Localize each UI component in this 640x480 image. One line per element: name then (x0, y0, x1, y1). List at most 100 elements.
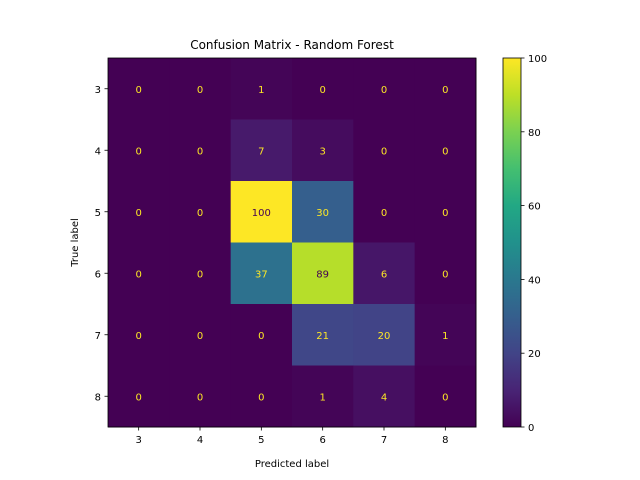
cell-value-label: 0 (258, 392, 264, 403)
cell-value-label: 37 (255, 269, 268, 280)
colorbar-tick-label: 80 (528, 128, 541, 139)
x-tick-label: 6 (319, 435, 325, 446)
x-axis-label: Predicted label (255, 459, 329, 470)
heatmap-cell (108, 181, 170, 243)
cell-value-label: 89 (316, 269, 329, 280)
heatmap-cell (292, 304, 354, 366)
heatmap-cell (353, 242, 416, 305)
heatmap-cell (414, 181, 477, 243)
heatmap-cell (169, 304, 232, 366)
cell-value-label: 0 (197, 208, 203, 219)
plot-frame (107, 57, 477, 428)
cell-value-label: 0 (135, 331, 141, 342)
heatmap-cell (292, 119, 354, 182)
cell-value-label: 1 (319, 392, 325, 403)
heatmap-cell (292, 58, 354, 120)
colorbar-tick-label: 60 (528, 202, 541, 213)
heatmap-cell (108, 58, 170, 120)
heatmap-cell (230, 304, 293, 366)
heatmap-cell (108, 304, 170, 366)
y-tick-label: 4 (95, 146, 101, 157)
cell-value-label: 21 (316, 331, 329, 342)
cell-value-label: 0 (381, 208, 387, 219)
cell-value-labels: 0 0 1 0 0 00 0 7 3 0 00 0 100 30 0 00 0 37 89 6 00 0 0 21 20 10 0 0… (135, 85, 448, 404)
cell-value-label: 0 (381, 146, 387, 157)
cell-value-label: 0 (197, 85, 203, 96)
cell-value-label: 0 (442, 208, 448, 219)
heatmap-cell (353, 304, 416, 366)
heatmap-cell (292, 242, 354, 305)
heatmap-cell (169, 181, 232, 243)
cell-value-label: 0 (135, 392, 141, 403)
cell-value-label: 4 (381, 392, 387, 403)
y-tick-label: 8 (95, 392, 101, 403)
heatmap-cell (169, 58, 232, 120)
heatmap-cell (353, 181, 416, 243)
cell-value-label: 100 (252, 208, 271, 219)
heatmap-cell (169, 119, 232, 182)
heatmap-cell (414, 365, 477, 428)
heatmap-cell (108, 242, 170, 305)
colorbar-tick-label: 0 (528, 423, 534, 434)
cell-value-label: 20 (378, 331, 391, 342)
cell-value-label: 0 (442, 392, 448, 403)
x-tick-label: 4 (197, 435, 203, 446)
y-tick-label: 7 (95, 331, 101, 342)
x-tick-label: 7 (381, 435, 387, 446)
cell-value-label: 0 (319, 85, 325, 96)
cell-value-label: 0 (135, 208, 141, 219)
colorbar-tick-label: 20 (528, 349, 541, 360)
cell-value-label: 0 (197, 392, 203, 403)
cell-value-label: 0 (442, 146, 448, 157)
x-tick-label: 3 (135, 435, 141, 446)
heatmap-cell (414, 304, 477, 366)
x-tick-label: 5 (258, 435, 264, 446)
cell-value-label: 1 (442, 331, 448, 342)
colorbar-ticks: 0 20 40 60 80 100 (521, 54, 547, 434)
heatmap-cell (414, 242, 477, 305)
chart-title: Confusion Matrix - Random Forest (190, 38, 394, 52)
x-tick-label: 8 (442, 435, 448, 446)
heatmap-cell (292, 365, 354, 428)
heatmap-cell (353, 119, 416, 182)
cell-value-label: 0 (442, 269, 448, 280)
heatmap-cell (414, 119, 477, 182)
cell-value-label: 6 (381, 269, 387, 280)
heatmap-cell (414, 58, 477, 120)
colorbar-tick-label: 100 (528, 54, 547, 65)
heatmap-cell (292, 181, 354, 243)
heatmap-cell (230, 181, 293, 243)
heatmap-cell (230, 365, 293, 428)
cell-value-label: 0 (381, 85, 387, 96)
cell-value-label: 0 (135, 85, 141, 96)
cell-value-label: 0 (135, 146, 141, 157)
cell-value-label: 30 (316, 208, 329, 219)
x-axis-ticks: 3 4 5 6 7 8 (135, 427, 449, 446)
y-tick-label: 3 (95, 85, 101, 96)
cell-value-label: 1 (258, 85, 264, 96)
colorbar-tick-label: 40 (528, 275, 541, 286)
cell-value-label: 0 (197, 146, 203, 157)
cell-value-label: 3 (319, 146, 325, 157)
y-tick-label: 5 (95, 208, 101, 219)
heatmap-cell (108, 119, 170, 182)
heatmap-cells (108, 58, 477, 428)
y-axis-label: True label (70, 218, 81, 268)
heatmap-cell (230, 58, 293, 120)
y-tick-label: 6 (95, 269, 101, 280)
y-axis-ticks: 3 4 5 6 7 8 (95, 85, 108, 403)
heatmap-cell (169, 365, 232, 428)
heatmap-cell (108, 365, 170, 428)
cell-value-label: 0 (258, 331, 264, 342)
heatmap-cell (353, 58, 416, 120)
heatmap-cell (169, 242, 232, 305)
heatmap-cell (230, 242, 293, 305)
cell-value-label: 7 (258, 146, 264, 157)
cell-value-label: 0 (197, 331, 203, 342)
cell-value-label: 0 (197, 269, 203, 280)
heatmap-cell (353, 365, 416, 428)
cell-value-label: 0 (442, 85, 448, 96)
cell-value-label: 0 (135, 269, 141, 280)
heatmap-cell (230, 119, 293, 182)
